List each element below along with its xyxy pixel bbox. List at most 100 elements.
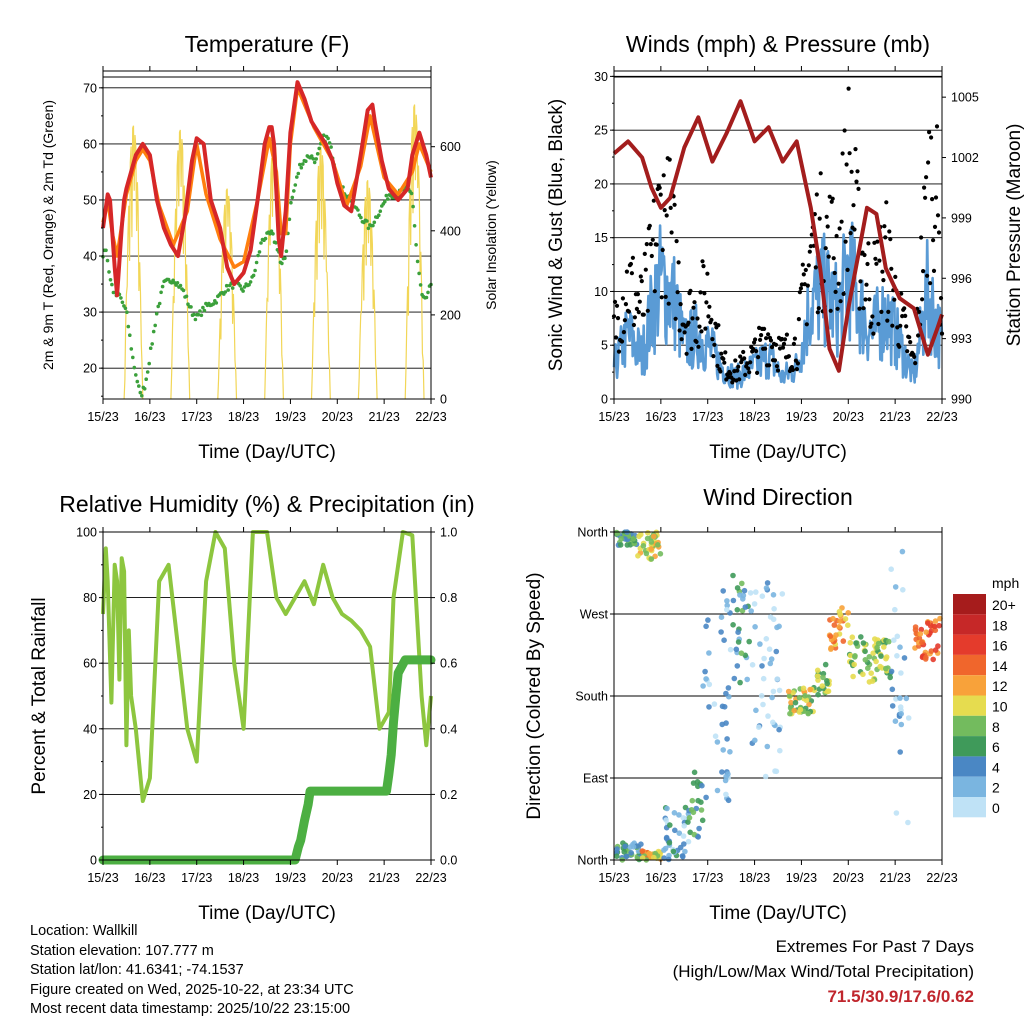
gust-point bbox=[754, 349, 759, 354]
wind-direction-point bbox=[693, 805, 700, 812]
y-tick-label: 10 bbox=[594, 285, 608, 299]
wind-direction-point bbox=[805, 710, 811, 717]
wind-direction-point bbox=[878, 653, 884, 659]
wind-direction-point bbox=[905, 715, 912, 721]
wind-direction-point bbox=[746, 638, 752, 645]
gust-point bbox=[877, 258, 882, 263]
x-tick-label: 22/23 bbox=[415, 410, 446, 424]
dewpoint-point bbox=[135, 379, 140, 384]
dewpoint-point bbox=[366, 226, 371, 231]
wind-direction-point bbox=[727, 749, 733, 755]
gust-point bbox=[870, 314, 875, 319]
wind-direction-point bbox=[714, 787, 721, 794]
gust-point bbox=[667, 157, 672, 162]
extremes-values: 71.5/30.9/17.6/0.62 bbox=[827, 987, 974, 1006]
wind-direction-point bbox=[763, 636, 770, 642]
wind-direction-point bbox=[651, 533, 657, 540]
wind-direction-point bbox=[623, 853, 630, 860]
dewpoint-point bbox=[123, 306, 128, 311]
wind-direction-point bbox=[892, 606, 898, 613]
wind-direction-point bbox=[769, 694, 775, 701]
dewpoint-point bbox=[134, 373, 138, 377]
gust-point bbox=[931, 268, 937, 273]
wind-direction-point bbox=[898, 711, 904, 717]
wind-direction-point bbox=[862, 648, 868, 655]
y2-tick-label: 0.0 bbox=[440, 854, 457, 868]
wind-direction-point bbox=[687, 829, 693, 836]
legend-swatch bbox=[953, 715, 986, 737]
y-tick-label: 25 bbox=[594, 124, 608, 138]
x-tick-label: 17/23 bbox=[692, 871, 723, 885]
gust-point bbox=[673, 316, 678, 321]
gust-point bbox=[922, 185, 927, 190]
wind-direction-point bbox=[761, 655, 767, 662]
extremes-subtitle: (High/Low/Max Wind/Total Precipitation) bbox=[672, 962, 974, 981]
dewpoint-point bbox=[230, 286, 235, 290]
gust-point bbox=[774, 364, 780, 369]
dewpoint-point bbox=[309, 154, 314, 158]
dewpoint-point bbox=[326, 136, 330, 141]
wind-direction-point bbox=[735, 639, 742, 645]
wind-direction-point bbox=[870, 650, 876, 656]
gust-point bbox=[664, 213, 669, 218]
gust-point bbox=[672, 202, 677, 207]
wind-direction-point bbox=[751, 601, 758, 607]
dewpoint-point bbox=[202, 308, 207, 313]
dewpoint-point bbox=[290, 195, 295, 200]
gust-point bbox=[703, 326, 708, 331]
solar-insolation-spike bbox=[310, 146, 331, 400]
wind-direction-point bbox=[691, 769, 698, 776]
wind-direction-point bbox=[883, 654, 890, 660]
gust-point bbox=[637, 299, 642, 304]
wind-direction-point bbox=[689, 797, 696, 804]
legend-label: 2 bbox=[992, 780, 1000, 796]
gust-point bbox=[718, 369, 723, 374]
wind-direction-point bbox=[737, 679, 743, 686]
gust-point bbox=[737, 377, 742, 382]
gust-point bbox=[848, 231, 853, 236]
gust-point bbox=[707, 304, 712, 309]
gust-point bbox=[898, 323, 903, 328]
gust-point bbox=[804, 322, 809, 327]
gust-point bbox=[828, 308, 833, 313]
dewpoint-point bbox=[365, 219, 369, 223]
dewpoint-point bbox=[299, 165, 304, 170]
gust-point bbox=[800, 262, 805, 267]
wind-direction-point bbox=[721, 704, 728, 710]
wind-direction-point bbox=[767, 614, 774, 620]
wind-direction-point bbox=[703, 794, 709, 801]
wind-direction-point bbox=[718, 629, 724, 635]
gust-point bbox=[728, 371, 733, 376]
wind-direction-point bbox=[714, 739, 721, 745]
solar-insolation-spike bbox=[404, 104, 425, 400]
x-tick-label: 18/23 bbox=[228, 410, 259, 424]
wind-direction-point bbox=[851, 661, 857, 668]
dewpoint-point bbox=[189, 305, 193, 309]
gust-point bbox=[659, 295, 664, 300]
gust-point bbox=[801, 272, 806, 277]
wind-direction-point bbox=[731, 675, 738, 682]
gust-point bbox=[858, 279, 863, 284]
x-tick-label: 17/23 bbox=[181, 871, 212, 885]
wind-direction-point bbox=[681, 841, 687, 847]
wind-direction-point bbox=[685, 838, 692, 845]
wind-direction-point bbox=[655, 542, 661, 548]
gust-point bbox=[905, 349, 910, 354]
y-tick-label: North bbox=[577, 526, 608, 540]
gust-point bbox=[897, 344, 902, 349]
gust-point bbox=[851, 203, 856, 208]
gust-point bbox=[735, 368, 740, 373]
y-tick-label: 5 bbox=[601, 339, 608, 353]
wind-direction-point bbox=[917, 631, 924, 637]
wind-direction-point bbox=[827, 633, 834, 639]
wind-direction-point bbox=[705, 617, 711, 623]
legend-swatch bbox=[953, 594, 986, 615]
x-tick-label: 22/23 bbox=[415, 871, 446, 885]
wind-direction-point bbox=[881, 644, 887, 650]
dewpoint-point bbox=[242, 285, 247, 289]
wind-direction-point bbox=[640, 543, 647, 549]
gust-point bbox=[615, 316, 621, 321]
legend-label: 10 bbox=[992, 699, 1008, 715]
gust-point bbox=[840, 151, 845, 156]
wind-direction-point bbox=[776, 687, 783, 694]
